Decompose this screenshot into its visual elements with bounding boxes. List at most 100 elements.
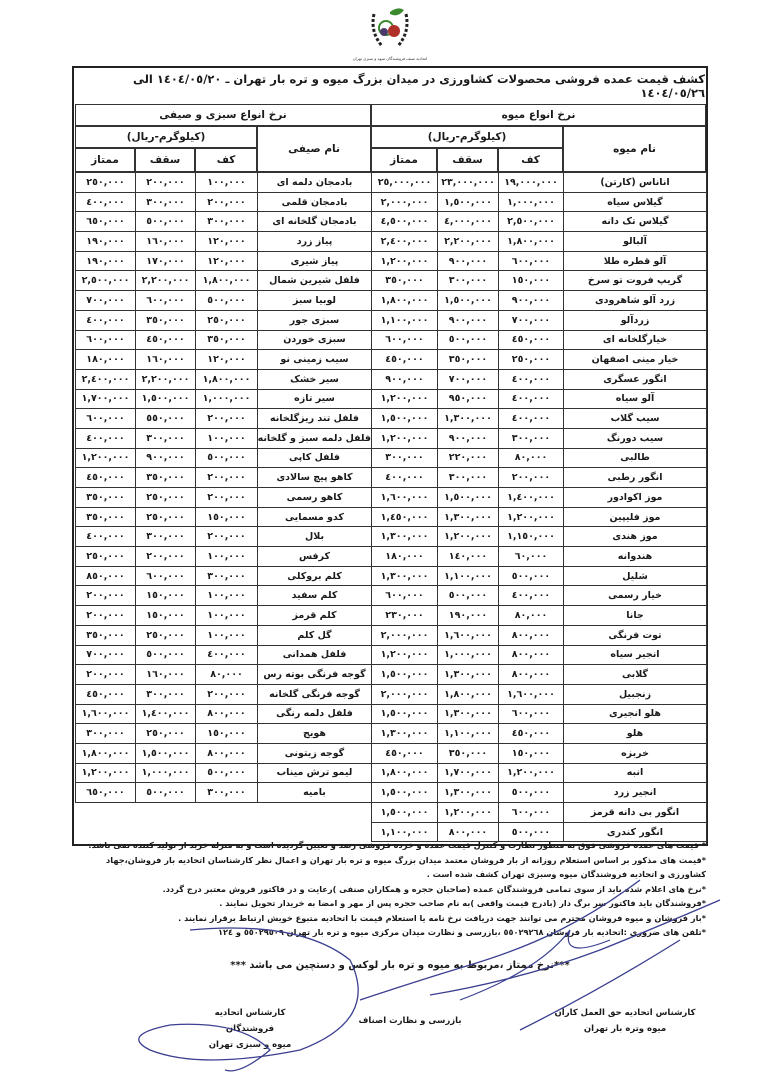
note: *قیمت های مذکور بر اساس استعلام روزانه ا… <box>106 854 706 880</box>
veg-row: فلفل دلمه سبز و گلخانه ١٠٠,٠٠٠ ٣٠٠,٠٠٠ ٤٠٠,… <box>75 427 372 449</box>
veg-max-header: سقف <box>135 148 195 172</box>
fruit-name: شلیل <box>563 565 707 587</box>
veg-name: بامیه <box>257 782 372 803</box>
fruit-name: خیارگلخانه ای <box>563 329 707 351</box>
fruit-min-price: ٦٠٠,٠٠٠ <box>498 802 564 823</box>
fruit-min-price: ٥٠٠,٠٠٠ <box>498 821 564 843</box>
fruit-max-price: ٩٠٠,٠٠٠ <box>437 427 499 449</box>
veg-min-price: ٥٠٠,٠٠٠ <box>195 762 258 784</box>
veg-row: کلم بروکلی ٣٠٠,٠٠٠ ٦٠٠,٠٠٠ ٨٥٠,٠٠٠ <box>75 565 372 587</box>
fruit-name: موز فلیپین <box>563 506 707 528</box>
fruit-premium-price: ١,٤٥٠,٠٠٠ <box>371 506 438 528</box>
fruit-row: آلبالو ١,٨٠٠,٠٠٠ ٢,٢٠٠,٠٠٠ ٢,٤٠٠,٠٠٠ <box>371 231 707 252</box>
veg-row: سیب زمینی نو ١٢٠,٠٠٠ ١٦٠,٠٠٠ ١٨٠,٠٠٠ <box>75 349 372 370</box>
fruit-max-price: ١,٥٠٠,٠٠٠ <box>437 191 499 213</box>
veg-premium-price: ٣٠٠,٠٠٠ <box>75 723 136 744</box>
fruit-max-price: ٩٠٠,٠٠٠ <box>437 309 499 331</box>
fruit-name: گیلاس سیاه <box>563 191 707 213</box>
fruit-row: خیار رسمی ٤٠٠,٠٠٠ ٥٠٠,٠٠٠ ٦٠٠,٠٠٠ <box>371 585 707 607</box>
veg-min-price: ٢٠٠,٠٠٠ <box>195 487 258 508</box>
veg-name: کرفس <box>257 546 372 567</box>
fruit-premium-price: ٤٠٠,٠٠٠ <box>371 467 438 488</box>
veg-row: سبزی جور ٢٥٠,٠٠٠ ٣٥٠,٠٠٠ ٤٠٠,٠٠٠ <box>75 309 372 331</box>
fruit-name: زردآلو <box>563 309 707 331</box>
fruit-premium-price: ٢,٠٠٠,٠٠٠ <box>371 191 438 213</box>
veg-max-price: ٥٠٠,٠٠٠ <box>135 782 196 803</box>
veg-max-price: ٣٠٠,٠٠٠ <box>135 191 196 213</box>
fruit-max-price: ١,٣٠٠,٠٠٠ <box>437 506 499 528</box>
fruit-max-price: ١,٥٠٠,٠٠٠ <box>437 290 499 311</box>
veg-premium-price: ٦٠٠,٠٠٠ <box>75 329 136 351</box>
veg-max-price: ٢٥٠,٠٠٠ <box>135 487 196 508</box>
fruit-name: زرد آلو شاهرودی <box>563 290 707 311</box>
fruit-row: شلیل ٥٠٠,٠٠٠ ١,١٠٠,٠٠٠ ١,٣٠٠,٠٠٠ <box>371 565 707 587</box>
signature-right-subtitle: میوه وتره بار تهران <box>583 1024 667 1034</box>
signature-left-subtitle: میوه و سبزی تهران <box>208 1040 292 1050</box>
veg-min-price: ٣٠٠,٠٠٠ <box>195 565 258 587</box>
logo-caption: اتحادیه صنف فروشندگان میوه و سبزی تهران <box>352 56 428 61</box>
veg-premium-price: ٢٥٠,٠٠٠ <box>75 546 136 567</box>
veg-premium-price: ١,٨٠٠,٠٠٠ <box>75 742 136 764</box>
veg-name: کلم بروکلی <box>257 565 372 587</box>
veg-row: بادمجان قلمی ٢٠٠,٠٠٠ ٣٠٠,٠٠٠ ٤٠٠,٠٠٠ <box>75 191 372 213</box>
fruit-name: موز هندی <box>563 526 707 548</box>
premium-note: ***نرخ ممتاز ،مربوط به میوه و تره بار لو… <box>230 960 570 971</box>
fruit-name: انگور بی دانه قرمز <box>563 802 707 823</box>
veg-min-price: ١٠٠,٠٠٠ <box>195 605 258 626</box>
fruit-min-price: ٤٠٠,٠٠٠ <box>498 368 564 390</box>
veg-premium-price: ١,٢٠٠,٠٠٠ <box>75 447 136 469</box>
fruit-premium-price: ١,٢٠٠,٠٠٠ <box>371 388 438 410</box>
veg-name: گوجه فرنگی بوته رس <box>257 664 372 685</box>
veg-name: فلفل کاپی <box>257 447 372 469</box>
fruit-row: انجیر سیاه ٨٠٠,٠٠٠ ١,٠٠٠,٠٠٠ ١,٢٠٠,٠٠٠ <box>371 644 707 666</box>
veg-row: لوبیا سبز ٥٠٠,٠٠٠ ٦٠٠,٠٠٠ ٧٠٠,٠٠٠ <box>75 290 372 311</box>
fruit-name: آلو قطره طلا <box>563 250 707 272</box>
fruit-min-price: ٦٠٠,٠٠٠ <box>498 250 564 272</box>
veg-row: سیر تازه ١,٠٠٠,٠٠٠ ١,٥٠٠,٠٠٠ ١,٧٠٠,٠٠٠ <box>75 388 372 410</box>
fruit-name: سیب دورنگ <box>563 427 707 449</box>
veg-name: هویج <box>257 723 372 744</box>
price-table-frame <box>72 66 708 846</box>
fruit-min-price: ١,٢٠٠,٠٠٠ <box>498 506 564 528</box>
veg-premium-price: ١٨٠,٠٠٠ <box>75 349 136 370</box>
fruit-max-price: ١٤٠,٠٠٠ <box>437 546 499 567</box>
note: *نرخ های اعلام شده باید از سوی تمامی فرو… <box>162 883 706 894</box>
fruit-row: سیب گلاب ٤٠٠,٠٠٠ ١,٣٠٠,٠٠٠ ١,٥٠٠,٠٠٠ <box>371 408 707 429</box>
fruit-max-price: ٢٢٠,٠٠٠ <box>437 447 499 469</box>
fruit-min-price: ٧٠٠,٠٠٠ <box>498 309 564 331</box>
fruit-max-price: ٤,٠٠٠,٠٠٠ <box>437 211 499 233</box>
veg-min-price: ١,٠٠٠,٠٠٠ <box>195 388 258 410</box>
fruit-row: هندوانه ٦٠,٠٠٠ ١٤٠,٠٠٠ ١٨٠,٠٠٠ <box>371 546 707 567</box>
fruit-max-price: ٨٠٠,٠٠٠ <box>437 821 499 843</box>
veg-max-price: ٣٥٠,٠٠٠ <box>135 467 196 488</box>
fruit-row: هلو انجیری ٦٠٠,٠٠٠ ١,٣٠٠,٠٠٠ ١,٥٠٠,٠٠٠ <box>371 703 707 725</box>
fruit-premium-price: ١,٣٠٠,٠٠٠ <box>371 526 438 548</box>
veg-name: کدو مسمایی <box>257 506 372 528</box>
veg-name: گوجه زیتونی <box>257 742 372 764</box>
fruit-premium-price: ١,٥٠٠,٠٠٠ <box>371 664 438 685</box>
fruit-max-header: سقف <box>437 148 498 172</box>
signature-left: کارشناس اتحادیه فروشندگان میوه و سبزی ته… <box>195 1005 305 1053</box>
fruit-min-price: ٩٠٠,٠٠٠ <box>498 290 564 311</box>
veg-name: فلفل تند ریزگلخانه <box>257 408 372 429</box>
fruit-premium-price: ١,٨٠٠,٠٠٠ <box>371 290 438 311</box>
veg-name: سیب زمینی نو <box>257 349 372 370</box>
fruit-name: انگور عسگری <box>563 368 707 390</box>
fruit-premium-price: ٢٣٠,٠٠٠ <box>371 605 438 626</box>
fruit-row: انگور رطبی ٢٠٠,٠٠٠ ٣٠٠,٠٠٠ ٤٠٠,٠٠٠ <box>371 467 707 488</box>
fruit-min-price: ٤٥٠,٠٠٠ <box>498 723 564 744</box>
veg-min-price: ١٢٠,٠٠٠ <box>195 250 258 272</box>
fruit-premium-price: ٢,٠٠٠,٠٠٠ <box>371 683 438 705</box>
veg-premium-price: ٤٥٠,٠٠٠ <box>75 683 136 705</box>
fruit-min-price: ٨٠٠,٠٠٠ <box>498 624 564 646</box>
fruit-premium-price: ٦٠٠,٠٠٠ <box>371 585 438 607</box>
veg-max-price: ٢٠٠,٠٠٠ <box>135 172 196 193</box>
veg-max-price: ٢٠٠,٠٠٠ <box>135 546 196 567</box>
fruit-name: گریپ فروت تو سرخ <box>563 270 707 292</box>
fruit-min-price: ١,٤٠٠,٠٠٠ <box>498 487 564 508</box>
fruit-min-price: ١٥٠,٠٠٠ <box>498 742 564 764</box>
fruit-name: خیار مینی اصفهان <box>563 349 707 370</box>
veg-max-price: ٢,٢٠٠,٠٠٠ <box>135 368 196 390</box>
veg-row: فلفل شیرین شمال ١,٨٠٠,٠٠٠ ٢,٢٠٠,٠٠٠ ٢,٥٠٠,٠… <box>75 270 372 292</box>
fruit-row: زردآلو ٧٠٠,٠٠٠ ٩٠٠,٠٠٠ ١,١٠٠,٠٠٠ <box>371 309 707 331</box>
